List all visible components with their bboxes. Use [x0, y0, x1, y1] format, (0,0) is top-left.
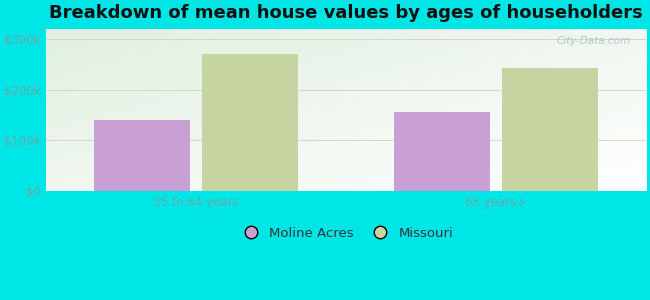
Bar — [502, 68, 598, 191]
Legend: Moline Acres, Missouri: Moline Acres, Missouri — [233, 222, 459, 245]
Text: City-Data.com: City-Data.com — [556, 36, 631, 46]
Bar — [394, 112, 490, 191]
Bar — [94, 120, 190, 191]
Bar — [202, 55, 298, 191]
Title: Breakdown of mean house values by ages of householders: Breakdown of mean house values by ages o… — [49, 4, 643, 22]
